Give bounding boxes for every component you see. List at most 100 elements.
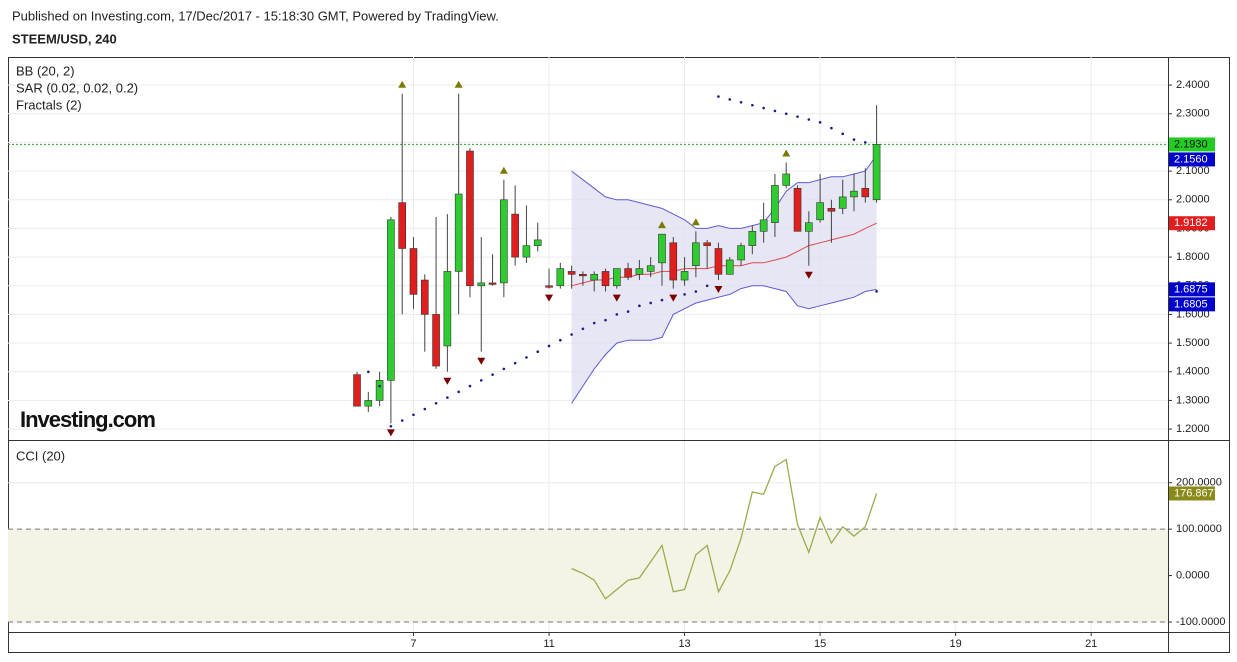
sar-dot: [773, 109, 777, 113]
fractal-down: [714, 286, 723, 294]
sar-dot: [875, 290, 878, 293]
y-tick-label: 1.5000: [1176, 337, 1210, 349]
sar-dot: [525, 356, 528, 359]
candle-body: [714, 248, 723, 275]
y-tick-label: 0.0000: [1176, 569, 1210, 581]
fractal-up: [657, 221, 666, 229]
candle-body: [579, 274, 587, 277]
candle-body: [488, 282, 497, 285]
sar-dot: [615, 313, 619, 316]
cci-line: [571, 458, 878, 600]
cci-band: [8, 529, 1168, 623]
scale-badge: [1169, 297, 1215, 312]
fractal-down: [386, 429, 395, 437]
candle-body: [748, 230, 757, 246]
sar-dot: [660, 298, 664, 302]
sar-dot: [807, 118, 811, 121]
candle-body: [432, 314, 440, 367]
sar-dot: [751, 103, 754, 107]
symbol: STEEM/USD, 240: [12, 31, 117, 46]
sar-dot: [638, 304, 641, 308]
sar-dot: [784, 112, 788, 116]
y-tick-label: 1.3000: [1176, 394, 1210, 406]
scale-badge-label: 1.9182: [1174, 217, 1208, 229]
candle-body: [861, 187, 870, 198]
sar-dot: [818, 121, 822, 124]
fractal-up: [691, 218, 700, 226]
candle-body: [827, 208, 836, 212]
candle-body: [850, 190, 858, 198]
candle-body: [613, 268, 621, 287]
candle-body: [624, 268, 632, 278]
indicator-label: SAR (0.02, 0.02, 0.2): [16, 80, 138, 95]
sar-dot: [728, 98, 732, 101]
y-tick-label: 1.2000: [1176, 423, 1210, 435]
sar-dot: [841, 132, 845, 136]
candle-body: [511, 213, 519, 258]
x-tick-label: 21: [1085, 638, 1097, 650]
frame: [8, 57, 1230, 653]
candle-body: [725, 259, 734, 275]
candle-body: [477, 282, 486, 287]
candle-body: [375, 380, 384, 401]
candle-body: [522, 245, 531, 258]
sar-dot: [649, 301, 652, 305]
y-tick-label: -100.0000: [1176, 616, 1226, 628]
x-tick-label: 19: [950, 638, 962, 650]
scale-badge-label: 1.6875: [1174, 283, 1208, 295]
scale-badge: [1169, 137, 1215, 152]
candle-body: [387, 219, 395, 381]
candle-body: [500, 199, 508, 284]
sar-dot: [412, 413, 415, 417]
bb-lower: [571, 285, 877, 404]
candle-body: [872, 144, 881, 201]
candle-body: [669, 242, 678, 281]
scale-badge-label: 2.1560: [1174, 153, 1208, 165]
fractal-up: [782, 149, 791, 157]
sar-dot: [581, 327, 585, 331]
sar-dot: [491, 373, 494, 376]
candle-body: [737, 245, 745, 261]
fractal-up: [398, 80, 407, 88]
scale-badge-label: 2.1930: [1174, 138, 1208, 150]
candle-body: [601, 271, 610, 287]
sar-dot: [592, 321, 596, 325]
sar-dot: [694, 290, 698, 293]
fractal-down: [612, 294, 621, 302]
x-tick-label: 15: [814, 638, 826, 650]
sar-dot: [547, 344, 551, 348]
candle-body: [466, 150, 474, 287]
sar-dot: [389, 424, 393, 428]
axes: 7 11 13 15 19 211.20001.30001.40001.50001.600…: [410, 79, 1225, 650]
sar-dot: [830, 126, 833, 130]
candle-body: [533, 239, 542, 246]
sar-dot: [457, 390, 460, 394]
candle-body: [635, 268, 644, 275]
sar-dot: [378, 384, 381, 388]
candle-body: [420, 279, 429, 315]
candle-body: [364, 400, 373, 407]
candle-body: [680, 271, 689, 281]
candle-body: [816, 202, 824, 221]
bb-middle: [571, 222, 877, 287]
y-tick-label: 1.8000: [1176, 251, 1210, 263]
candle-body: [409, 248, 418, 295]
candle-body: [545, 285, 553, 288]
candle-body: [759, 219, 768, 232]
sar-dot: [513, 361, 517, 365]
fractal-down: [669, 294, 678, 302]
scale-badge: [1169, 282, 1215, 297]
candle-body: [805, 222, 813, 232]
candle-body: [838, 196, 847, 209]
candle-body: [398, 202, 406, 249]
y-tick-label: 1.4000: [1176, 366, 1210, 378]
fractal-up: [454, 80, 463, 88]
candle-body: [590, 274, 599, 281]
sar-dot: [717, 95, 720, 98]
sar-dot: [604, 318, 607, 322]
candle-body: [454, 193, 463, 272]
candle-body: [556, 268, 565, 287]
sar-dot: [739, 100, 743, 104]
candle-body: [782, 173, 791, 186]
